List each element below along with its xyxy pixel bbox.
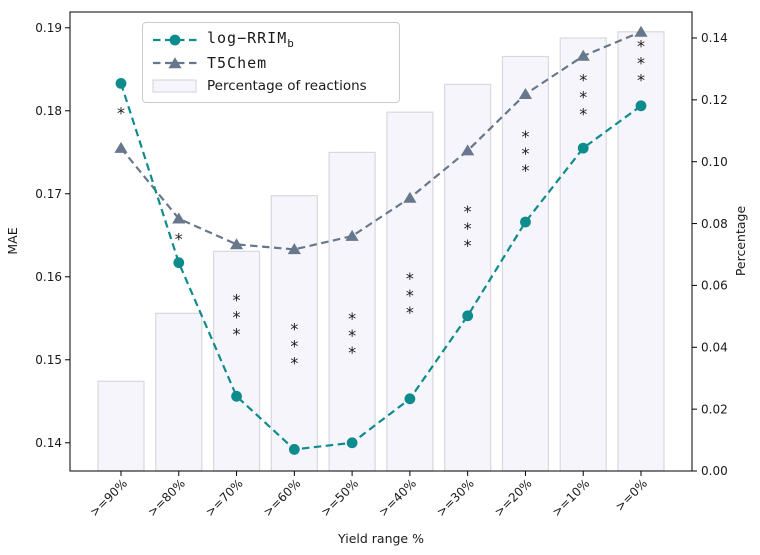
legend-item-t5chem: T5Chem [152,51,391,74]
y-tick-label: 0.16 [35,270,62,284]
triangle-marker [229,238,244,250]
legend-label: log−RRIMb [207,29,294,50]
line-circle-sample-icon [153,34,197,45]
bar->=90% [97,380,145,472]
triangle-marker [345,229,359,241]
significance-asterisk: * [521,127,529,146]
significance-asterisk: * [579,71,587,90]
significance-asterisk: * [175,230,183,249]
y-axis-title: MAE [5,227,20,254]
x-axis-title: Yield range % [337,531,424,546]
triangle-marker [461,144,475,156]
y2-tick-label: 0.12 [701,93,728,107]
triangle-marker [168,56,182,68]
y-tick-label: 0.19 [35,21,62,35]
circle-marker [462,310,474,322]
significance-asterisk: * [579,105,587,124]
legend-item-percentage: Percentage of reactions [152,74,391,97]
significance-asterisk: * [464,219,472,238]
x-tick-label: >=10% [549,476,592,519]
y2-tick-label: 0.04 [701,340,728,354]
significance-asterisk: * [521,161,529,180]
significance-asterisk: * [233,308,241,327]
significance-asterisk: * [406,269,414,288]
triangle-marker [576,49,590,61]
legend-label: T5Chem [207,53,268,72]
circle-marker [577,142,589,154]
y2-tick-label: 0.06 [701,279,728,293]
significance-asterisk: * [637,37,645,56]
bar->=0% [617,31,665,472]
x-tick-label: >=90% [87,476,130,519]
bar->=80% [155,312,203,472]
triangle-marker [403,191,417,203]
significance-asterisk: * [117,103,125,122]
x-tick-label: >=80% [145,476,188,519]
circle-marker [635,100,647,112]
bar->=30% [444,83,492,472]
legend-label: Percentage of reactions [207,77,367,94]
x-tick-label: >=60% [260,476,303,519]
circle-marker [404,393,416,405]
bar-patch-sample-icon [152,78,197,93]
plot-border [69,11,693,472]
significance-asterisk: * [290,354,298,373]
x-tick-label: >=0% [613,476,651,514]
significance-asterisk: * [521,144,529,163]
x-tick-label: >=70% [203,476,246,519]
significance-asterisk: * [406,286,414,305]
circle-marker [231,390,242,402]
significance-asterisk: * [406,303,414,322]
x-tick-label: >=30% [434,476,477,519]
circle-marker [115,77,127,89]
bar->=60% [270,195,318,472]
significance-asterisk: * [233,291,241,310]
legend-item-log-rrim: log−RRIMb [152,28,391,51]
series-line-T5Chem [120,30,642,251]
x-tick-label: >=40% [376,476,419,519]
y-tick-label: 0.18 [35,104,62,118]
significance-asterisk: * [464,236,472,255]
y2-tick-label: 0.10 [701,155,728,169]
significance-asterisk: * [464,202,472,221]
circle-marker [520,216,531,228]
y2-tick-label: 0.14 [701,31,728,45]
significance-asterisk: * [637,54,645,73]
circle-marker [346,437,358,449]
bar->=20% [501,55,550,472]
significance-asterisk: * [233,325,241,344]
y2-tick-label: 0.02 [701,402,728,416]
significance-asterisk: * [579,88,587,107]
significance-asterisk: * [290,337,298,356]
circle-marker [288,444,300,455]
y-tick-label: 0.14 [35,436,62,450]
triangle-marker [518,87,533,99]
triangle-marker [634,25,648,37]
triangle-marker [114,141,128,153]
series-line-log-RRIM_b [119,83,642,451]
circle-marker [169,34,181,45]
x-tick-label: >=50% [318,476,361,519]
circle-marker [173,257,185,269]
triangle-marker [172,212,186,224]
significance-asterisk: * [290,320,298,339]
x-tick-label: >=20% [492,476,535,519]
significance-asterisk: * [348,326,356,345]
significance-asterisk: * [637,71,645,90]
y2-tick-label: 0.08 [701,217,728,231]
significance-asterisk: * [348,309,356,328]
y2-tick-label: 0.00 [701,464,728,478]
line-triangle-sample-icon [153,56,197,68]
significance-asterisk: * [348,343,356,362]
y2-axis-title: Percentage [733,206,748,277]
triangle-marker [287,243,301,255]
legend: log−RRIMb T5Chem Percentage of reactions [142,22,400,103]
y-tick-label: 0.17 [35,187,62,201]
bar->=70% [212,250,261,472]
y-tick-label: 0.15 [35,353,62,367]
